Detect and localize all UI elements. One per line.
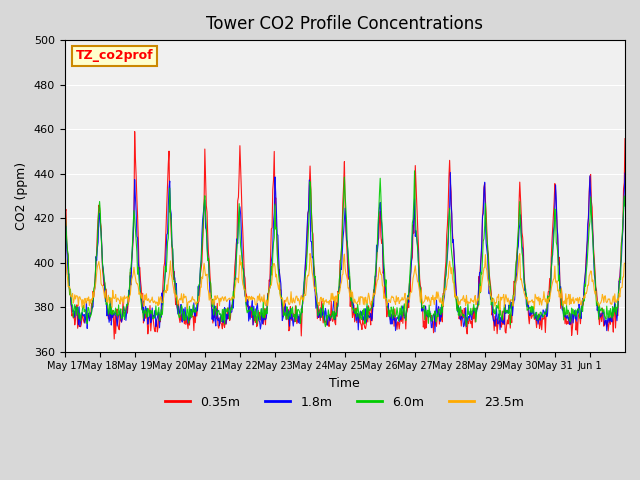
Y-axis label: CO2 (ppm): CO2 (ppm) [15,162,28,230]
Title: Tower CO2 Profile Concentrations: Tower CO2 Profile Concentrations [206,15,483,33]
Legend: 0.35m, 1.8m, 6.0m, 23.5m: 0.35m, 1.8m, 6.0m, 23.5m [161,391,529,414]
X-axis label: Time: Time [330,377,360,390]
Text: TZ_co2prof: TZ_co2prof [76,49,154,62]
